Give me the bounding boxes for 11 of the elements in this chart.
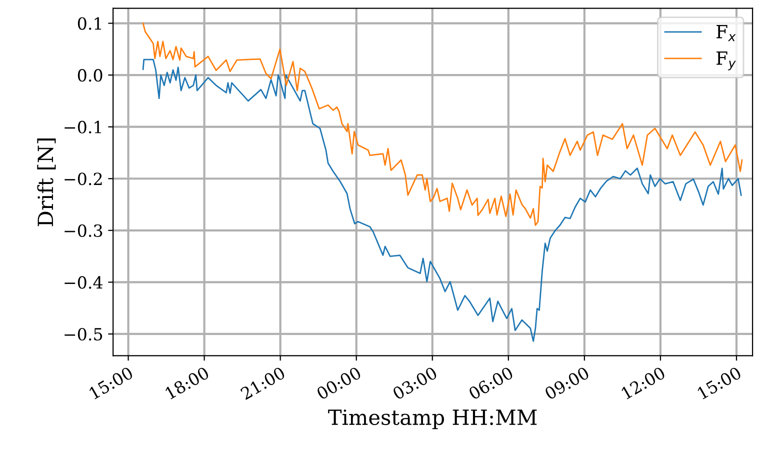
y-tick-label: −0.2 — [64, 172, 102, 186]
y-tick-label: −0.1 — [64, 120, 101, 134]
y-tick-label: 0.0 — [78, 69, 102, 82]
y-tick-label: −0.4 — [64, 276, 103, 289]
legend-label: F$_{y}$ — [716, 52, 736, 70]
y-axis-title: Drift [N] — [37, 138, 56, 226]
y-tick-label: −0.3 — [64, 224, 102, 237]
legend-label: F$_{x}$ — [716, 25, 736, 42]
x-axis-title: Timestamp HH:MM — [328, 409, 537, 430]
y-tick-label: −0.5 — [64, 328, 102, 341]
y-tick-label: 0.1 — [78, 17, 101, 30]
